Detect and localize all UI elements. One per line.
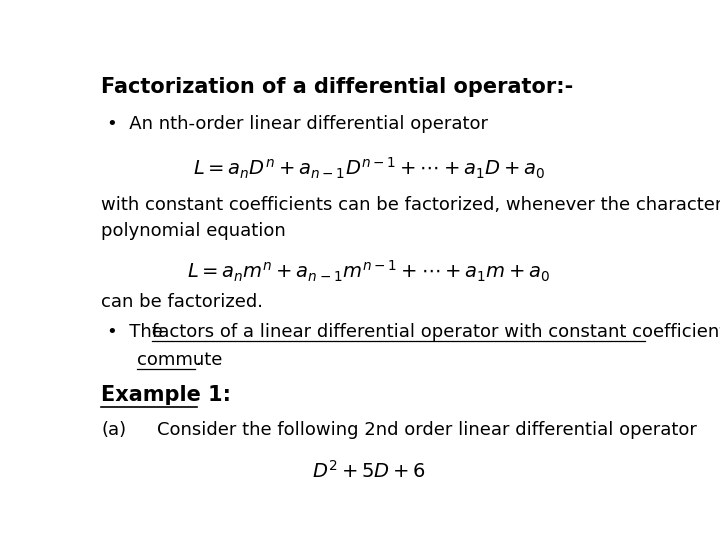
Text: Example 1:: Example 1: — [101, 386, 231, 406]
Text: $D^2 + 5D + 6$: $D^2 + 5D + 6$ — [312, 460, 426, 482]
Text: Factorization of a differential operator:-: Factorization of a differential operator… — [101, 77, 573, 97]
Text: polynomial equation: polynomial equation — [101, 221, 286, 240]
Text: with constant coefficients can be factorized, whenever the characteristics: with constant coefficients can be factor… — [101, 196, 720, 214]
Text: $L = a_n D^n + a_{n-1}D^{n-1} + \cdots + a_1 D + a_0$: $L = a_n D^n + a_{n-1}D^{n-1} + \cdots +… — [193, 156, 545, 181]
Text: commute: commute — [138, 352, 222, 369]
Text: can be factorized.: can be factorized. — [101, 293, 264, 311]
Text: (a): (a) — [101, 421, 126, 438]
Text: .: . — [195, 352, 201, 369]
Text: $L = a_n m^n + a_{n-1}m^{n-1} + \cdots + a_1 m + a_0$: $L = a_n m^n + a_{n-1}m^{n-1} + \cdots +… — [187, 259, 551, 284]
Text: Consider the following 2nd order linear differential operator: Consider the following 2nd order linear … — [157, 421, 697, 438]
Text: •  The: • The — [107, 323, 168, 341]
Text: factors of a linear differential operator with constant coefficients: factors of a linear differential operato… — [153, 323, 720, 341]
Text: •  An nth-order linear differential operator: • An nth-order linear differential opera… — [107, 114, 487, 133]
